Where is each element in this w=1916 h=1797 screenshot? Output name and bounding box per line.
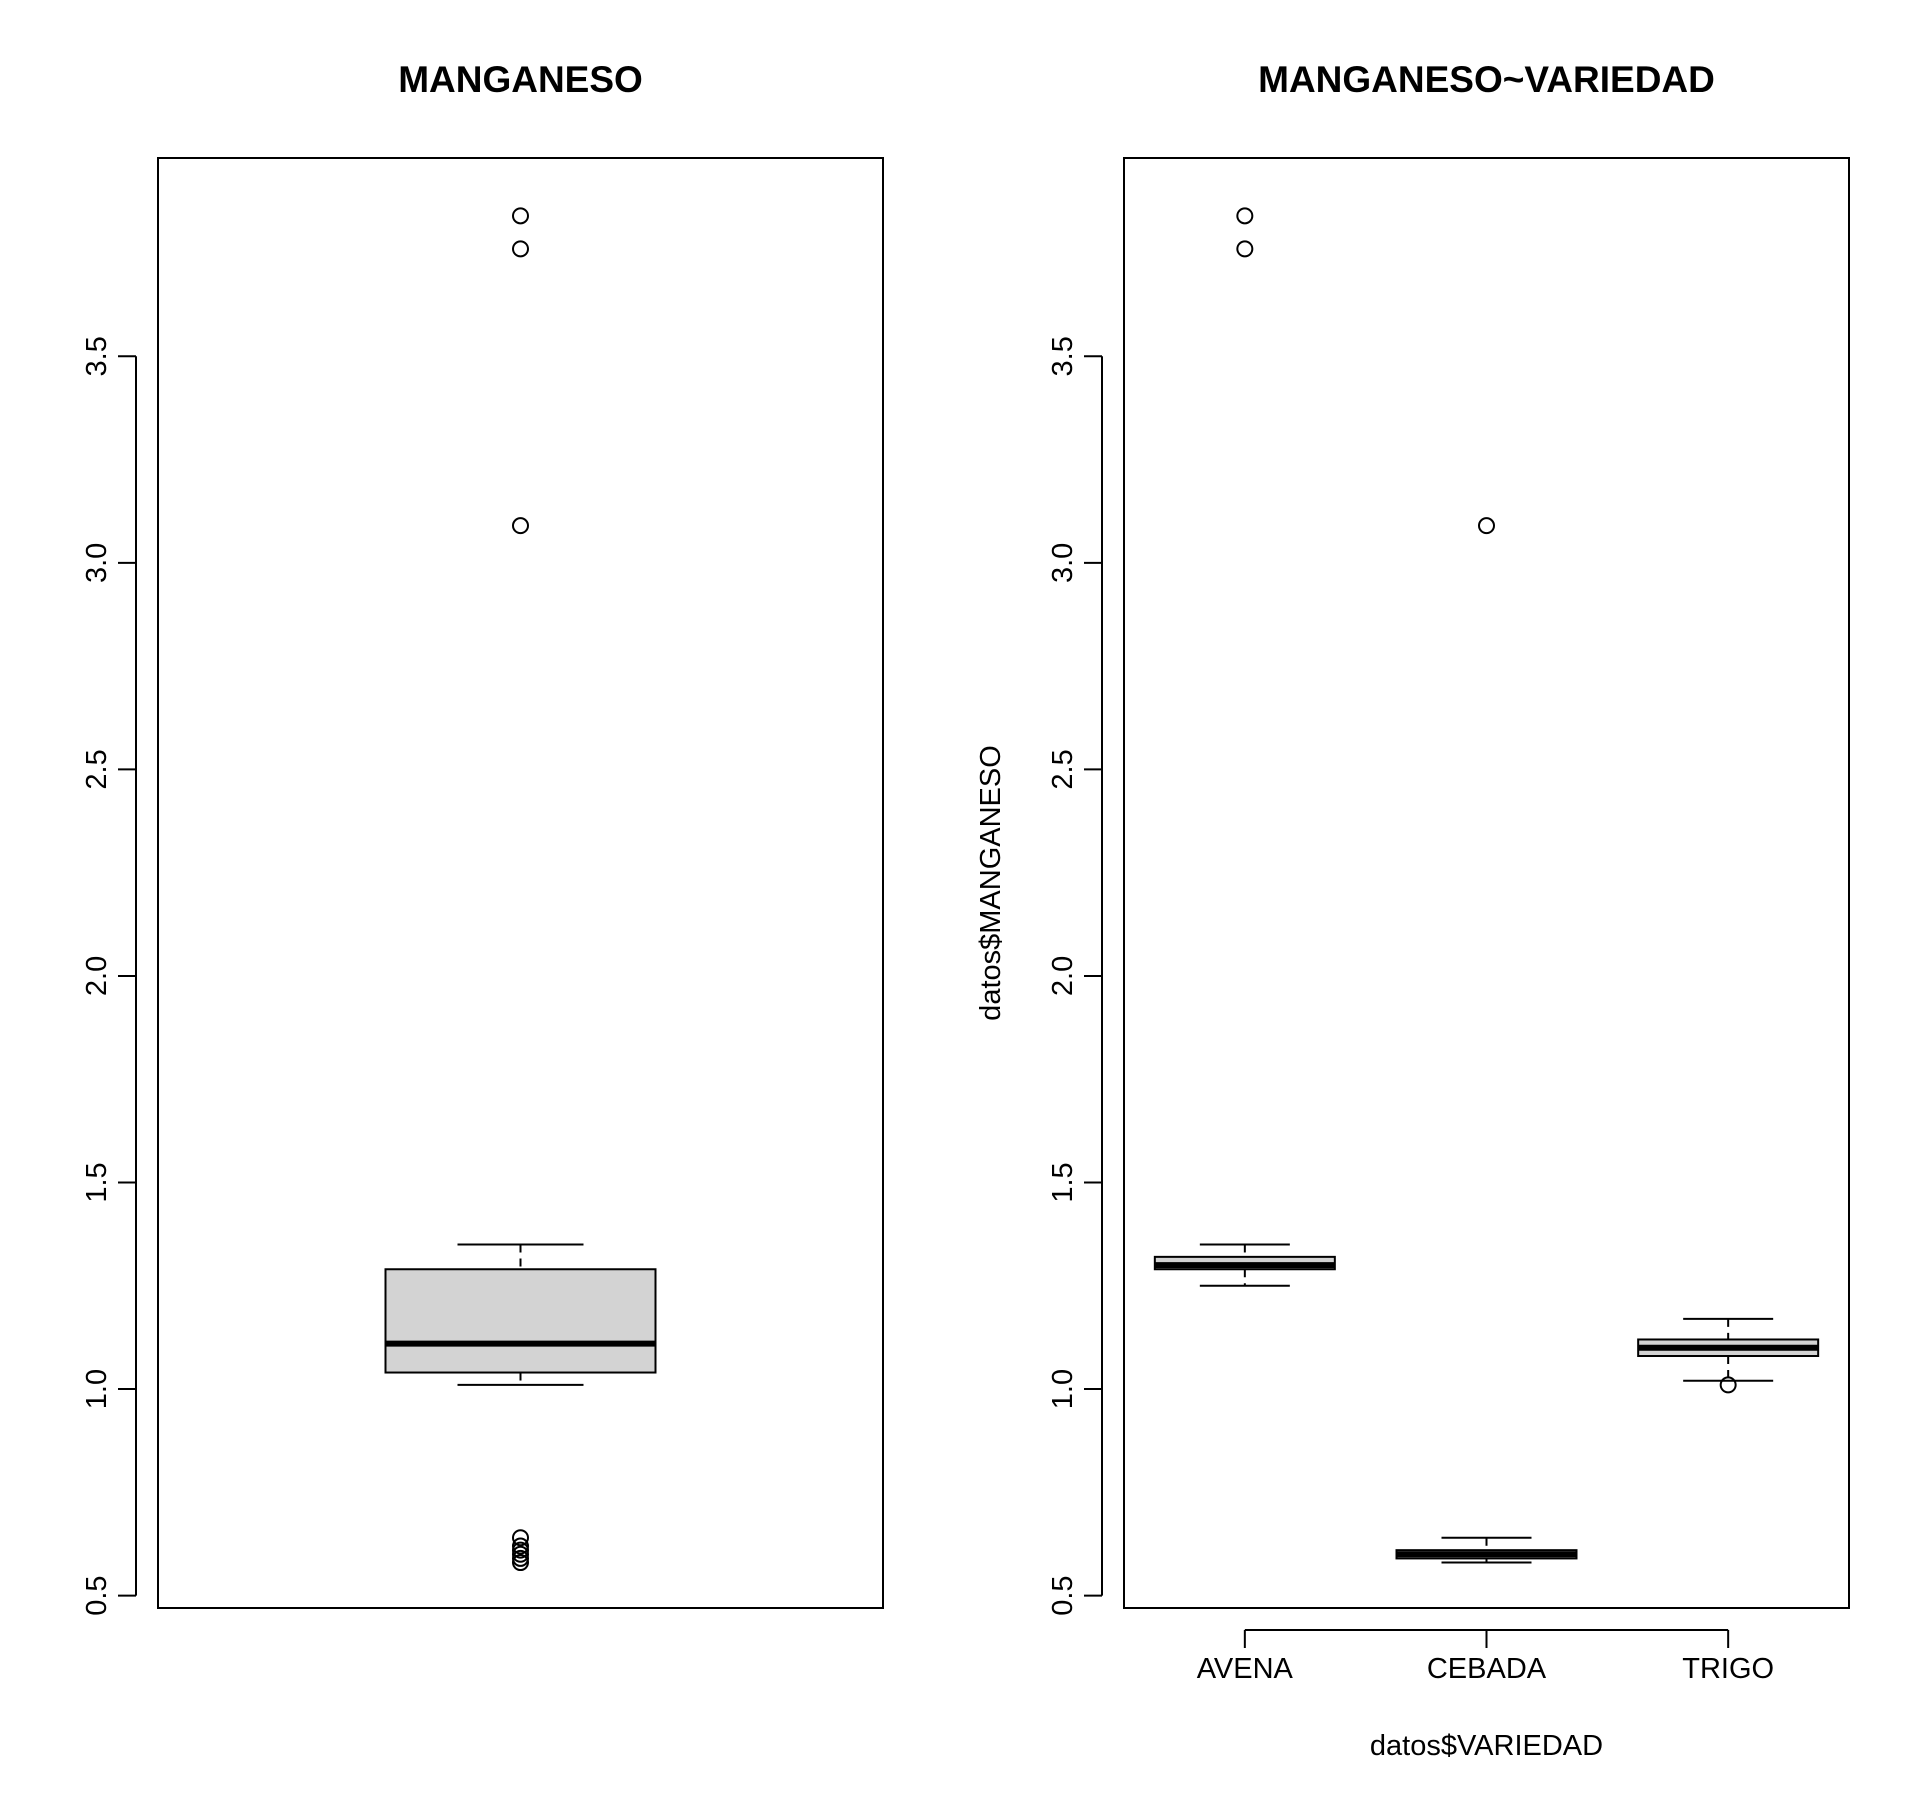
- panel-2-y-tick-label-6: 3.5: [1047, 336, 1079, 376]
- panel-2-y-tick-label-1: 1.0: [1047, 1369, 1079, 1409]
- panel-1-plot-frame: [157, 157, 884, 1609]
- panel-1-box-all-iqr: [384, 1268, 657, 1374]
- panel-1-box-all-outlier-0: [512, 207, 529, 225]
- panel-2-x-tick-label-1: CEBADA: [1427, 1653, 1547, 1685]
- panel-2-title: MANGANESO~VARIEDAD: [1258, 59, 1715, 100]
- panel-1-box-all-outlier-5: [512, 1541, 529, 1559]
- panel-1-y-tick-label-3: 2.0: [81, 956, 113, 996]
- panel-2-x-tick-label-2: TRIGO: [1682, 1653, 1774, 1685]
- panel-1-box-all-outlier-7: [512, 1549, 529, 1567]
- panel-1-box-all-outlier-2: [512, 517, 529, 535]
- panel-1-y-tick-label-0: 0.5: [81, 1575, 113, 1615]
- panel-2-y-tick-label-3: 2.0: [1047, 956, 1079, 996]
- panel-1-box-all-outlier-4: [512, 1537, 529, 1555]
- panel-2-box-avena-outlier-0: [1236, 207, 1254, 225]
- panel-2-x-axis-label: datos$VARIEDAD: [1370, 1730, 1603, 1762]
- panel-2-box-avena-outlier-1: [1236, 240, 1254, 258]
- panel-1-box-all-outlier-1: [512, 240, 529, 258]
- panel-2-plot-frame: [1123, 157, 1850, 1609]
- panel-2-x-tick-label-0: AVENA: [1197, 1653, 1294, 1685]
- panel-1-box-all-outlier-6: [512, 1545, 529, 1563]
- panel-2-y-axis-label: datos$MANGANESO: [975, 745, 1007, 1021]
- panel-2-y-tick-label-0: 0.5: [1047, 1575, 1079, 1615]
- panel-1-y-tick-label-4: 2.5: [81, 749, 113, 789]
- panel-2-y-tick-label-4: 2.5: [1047, 749, 1079, 789]
- panel-1-y-tick-label-6: 3.5: [81, 336, 113, 376]
- panel-2-y-tick-label-5: 3.0: [1047, 543, 1079, 583]
- panel-2-box-trigo-outlier-0: [1719, 1376, 1737, 1394]
- panel-1-box-all-outlier-8: [512, 1554, 529, 1572]
- panel-1-y-tick-label-5: 3.0: [81, 543, 113, 583]
- panel-1-y-tick-label-1: 1.0: [81, 1369, 113, 1409]
- panel-1-y-tick-label-2: 1.5: [81, 1162, 113, 1202]
- panel-2-box-cebada-outlier-0: [1478, 517, 1495, 535]
- panel-1-box-all-outlier-3: [512, 1529, 529, 1547]
- panel-1-title: MANGANESO: [398, 59, 643, 100]
- panel-2-y-tick-label-2: 1.5: [1047, 1162, 1079, 1202]
